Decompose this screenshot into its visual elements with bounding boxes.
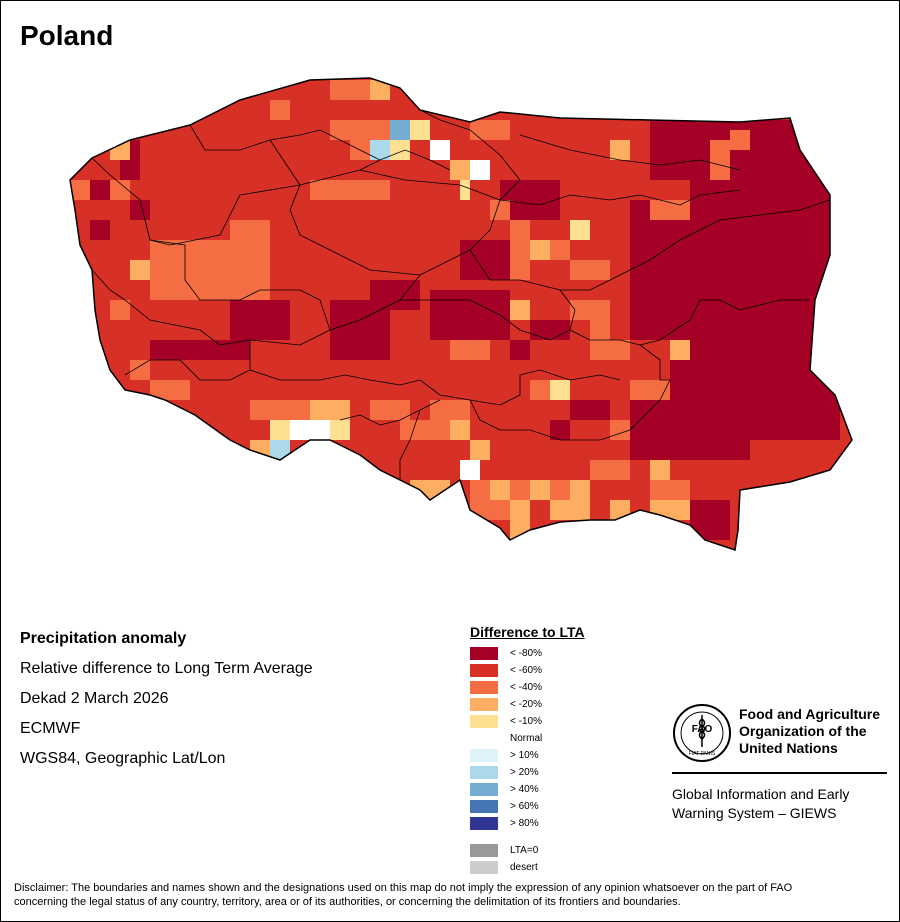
disclaimer-line: concerning the legal status of any count… (14, 896, 681, 908)
fao-logo-motto: FIAT PANIS (689, 751, 716, 757)
legend-swatch (470, 749, 498, 762)
legend-item: < -10% (470, 713, 585, 730)
legend-swatch (470, 817, 498, 830)
legend-item: < -80% (470, 645, 585, 662)
fao-logo-icon: FAO FIAT PANIS (673, 704, 731, 762)
anomaly-zone-lt-20 (110, 80, 690, 540)
legend-swatch (470, 698, 498, 711)
legend-swatch (470, 715, 498, 728)
fao-name-line: Organization of the (739, 723, 867, 739)
precipitation-anomaly-map (69, 77, 853, 551)
legend-item: < -40% (470, 679, 585, 696)
legend-label: desert (510, 862, 538, 873)
disclaimer-line: Disclaimer: The boundaries and names sho… (14, 882, 793, 894)
legend-label: Normal (510, 733, 543, 744)
fao-name-line: United Nations (739, 740, 838, 756)
giews-label: Global Information and Early Warning Sys… (672, 785, 849, 823)
giews-line: Warning System – GIEWS (672, 805, 837, 821)
anomaly-zone-gt-20-south (270, 440, 290, 460)
anomaly-zone-gt-40 (390, 120, 410, 140)
legend-item: > 80% (470, 815, 585, 832)
legend-label: < -10% (510, 716, 542, 727)
fao-organization-name: Food and Agriculture Organization of the… (739, 706, 880, 757)
info-heading: Precipitation anomaly (20, 630, 187, 647)
legend-item: < -60% (470, 662, 585, 679)
info-projection: WGS84, Geographic Lat/Lon (20, 750, 226, 767)
legend-label: < -80% (510, 648, 542, 659)
province-boundaries (91, 109, 831, 480)
legend-swatch (470, 664, 498, 677)
legend-item-lta-zero: LTA=0 (470, 842, 585, 859)
legend-label: < -60% (510, 665, 542, 676)
fao-divider (672, 772, 887, 774)
map-title: Poland (20, 20, 114, 51)
legend-item: > 20% (470, 764, 585, 781)
info-source: ECMWF (20, 720, 81, 737)
legend-title: Difference to LTA (470, 624, 585, 640)
info-subtitle: Relative difference to Long Term Average (20, 660, 313, 677)
legend-label: > 40% (510, 784, 539, 795)
fao-name-line: Food and Agriculture (739, 706, 881, 722)
legend-swatch (470, 766, 498, 779)
legend-label: > 10% (510, 750, 539, 761)
legend-item: > 60% (470, 798, 585, 815)
legend-swatch (470, 783, 498, 796)
legend-item: > 10% (470, 747, 585, 764)
legend-swatch (470, 844, 498, 857)
legend-swatch (470, 681, 498, 694)
map-info-panel: Precipitation anomaly Relative differenc… (20, 628, 313, 778)
legend-item-desert: desert (470, 859, 585, 876)
disclaimer: Disclaimer: The boundaries and names sho… (14, 881, 884, 909)
legend-label: > 60% (510, 801, 539, 812)
legend-item: > 40% (470, 781, 585, 798)
giews-line: Global Information and Early (672, 786, 850, 802)
anomaly-zone-gt-20 (370, 140, 390, 160)
info-period: Dekad 2 March 2026 (20, 690, 169, 707)
legend-swatch (470, 647, 498, 660)
legend-label: > 80% (510, 818, 539, 829)
legend-label: > 20% (510, 767, 539, 778)
legend-item: < -20% (470, 696, 585, 713)
anomaly-zone-lt-80 (90, 120, 840, 540)
fao-logo-letters: FAO (692, 724, 713, 735)
anomaly-zone-lt-10 (270, 120, 590, 440)
legend-label: < -40% (510, 682, 542, 693)
legend-label: LTA=0 (510, 845, 539, 856)
legend-swatch (470, 800, 498, 813)
legend: Difference to LTA < -80% < -60% < -40% <… (470, 624, 585, 876)
legend-swatch (470, 861, 498, 874)
legend-item-normal: Normal (470, 730, 585, 747)
legend-label: < -20% (510, 699, 542, 710)
